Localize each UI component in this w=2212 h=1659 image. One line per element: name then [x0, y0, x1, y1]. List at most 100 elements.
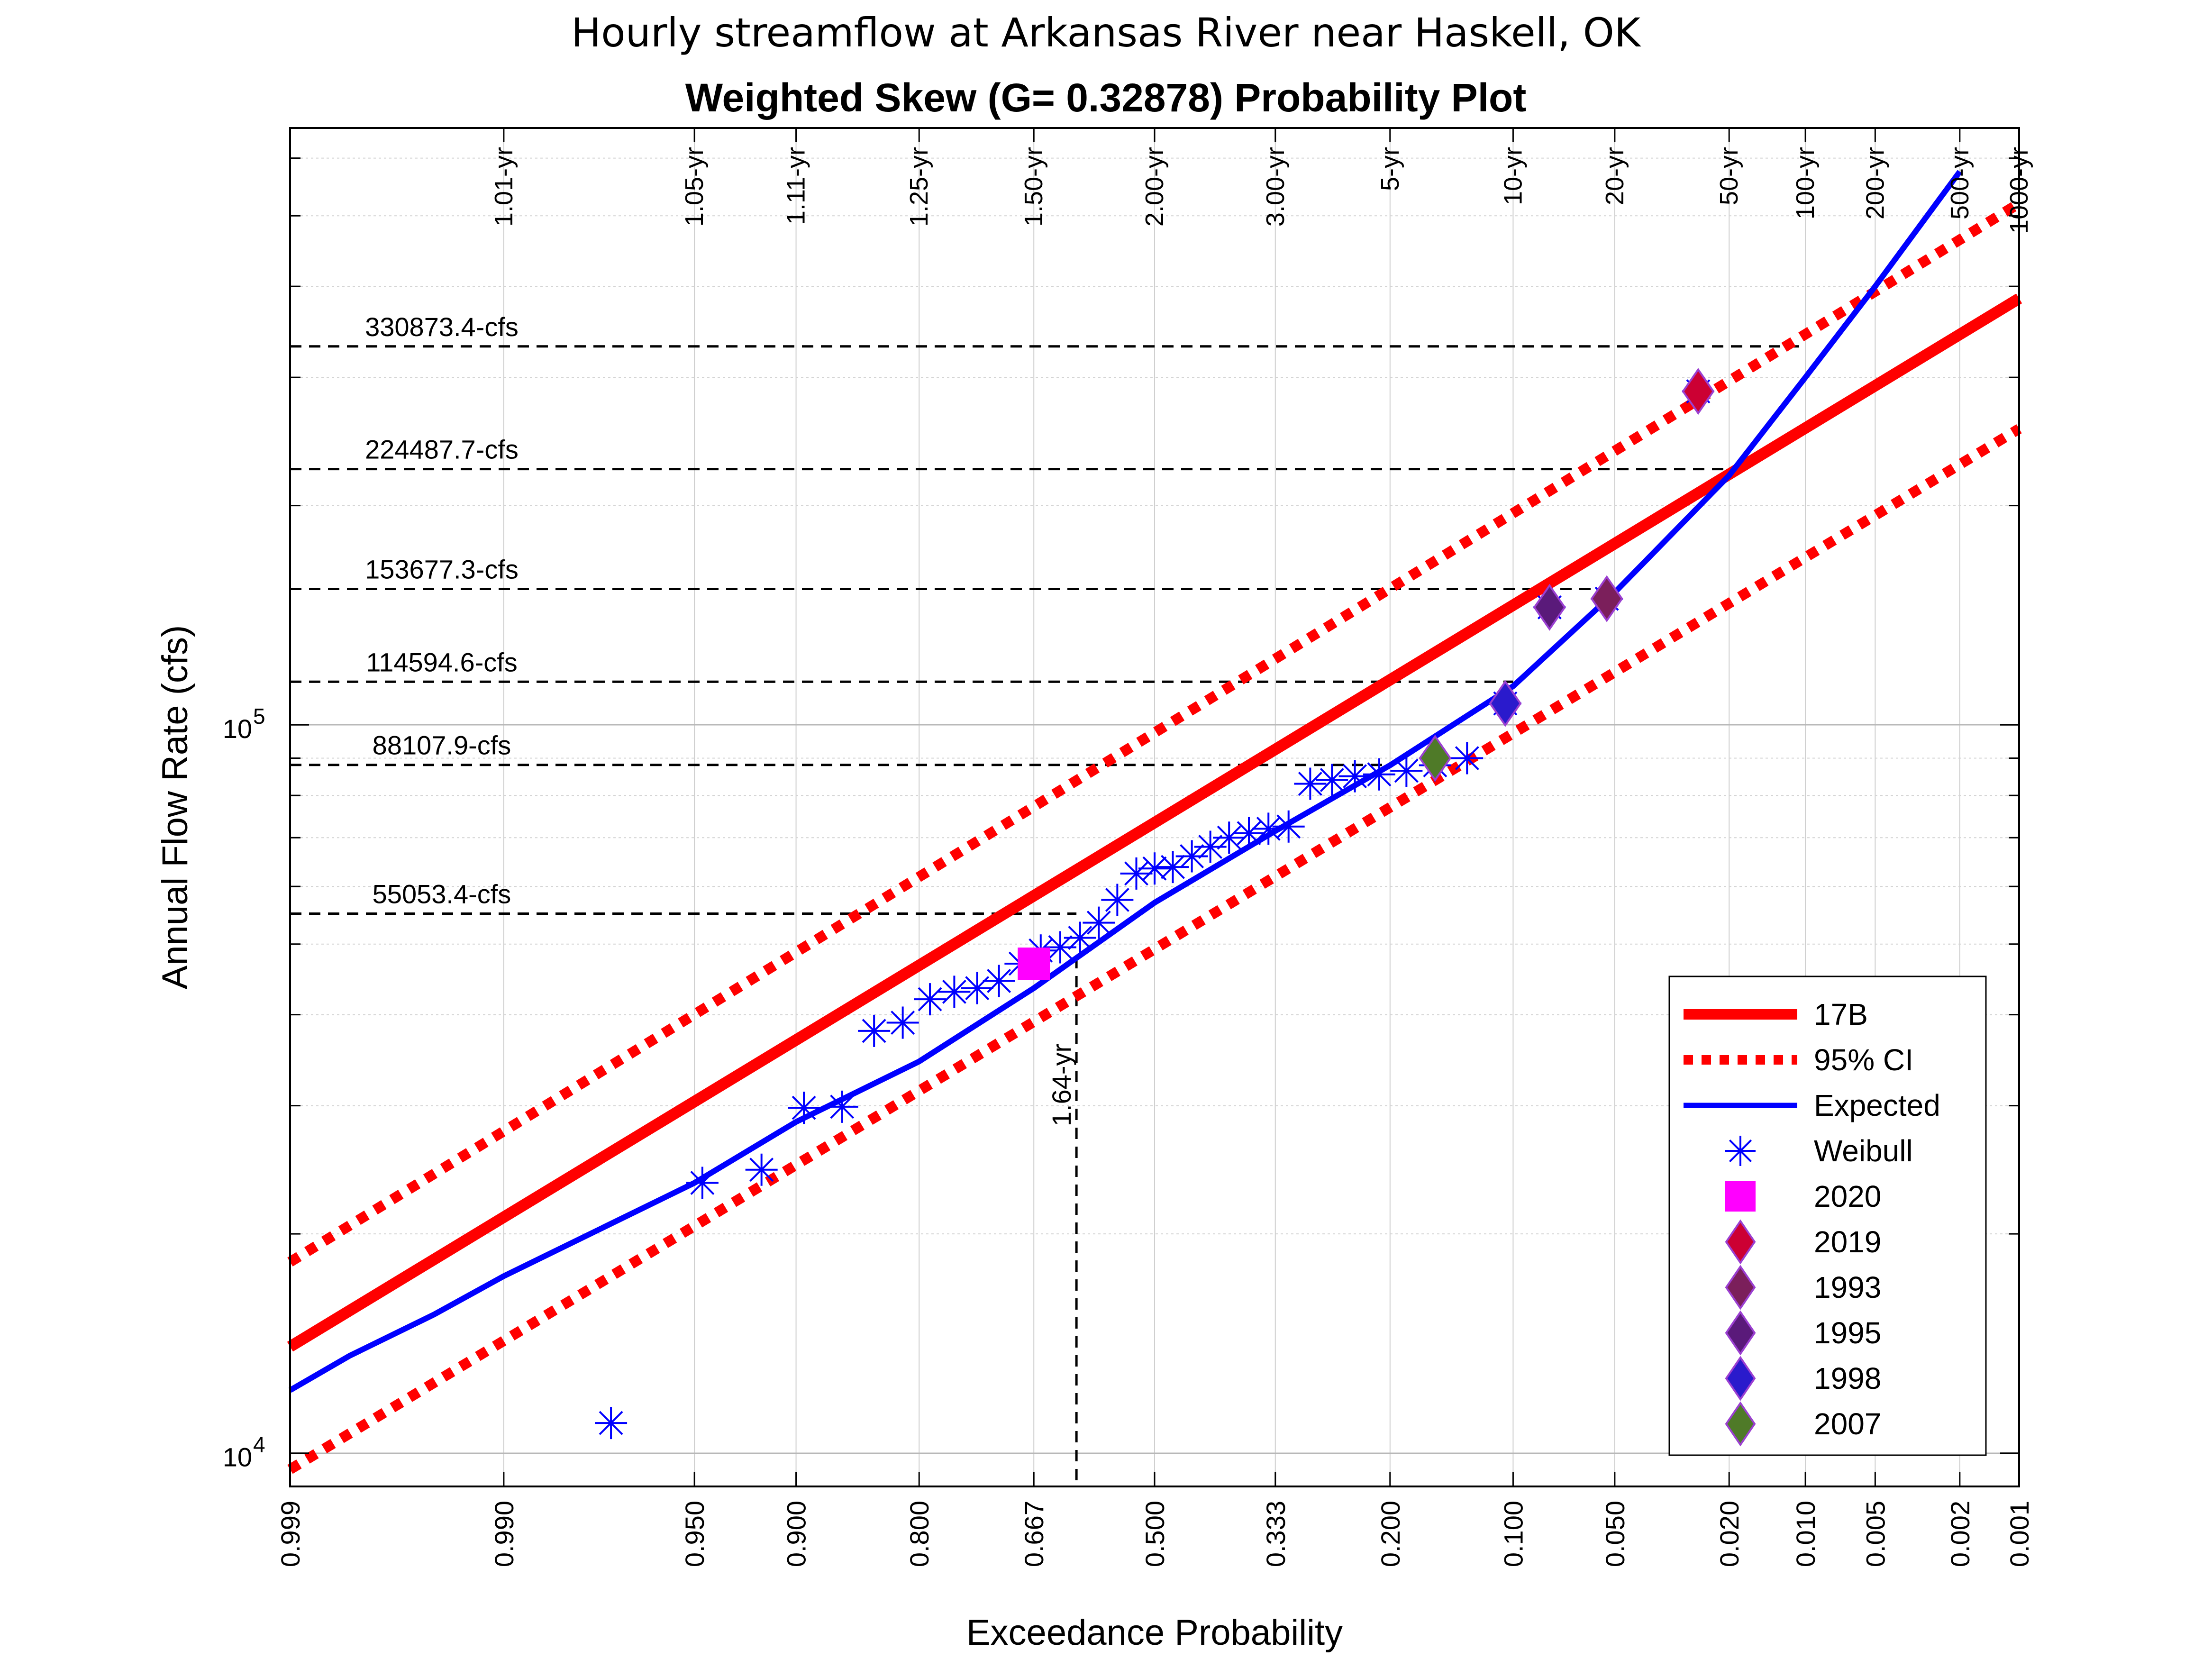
legend: 17B 95% CI Expected Weibull 2020 2019 1993 1995… — [1668, 975, 1987, 1456]
reference-line-label: 330873.4-cfs — [365, 312, 519, 342]
axis-ticks — [289, 128, 2020, 1487]
weibull-point — [1451, 742, 1484, 775]
weibull-stroke — [1343, 764, 1367, 789]
weibull-stroke — [1298, 772, 1322, 796]
weibull-point — [595, 1407, 628, 1440]
return-period-label: 1.01-yr — [490, 147, 518, 227]
weibull-point — [1363, 758, 1395, 791]
return-period-label: 50-yr — [1715, 147, 1743, 205]
legend-swatch-2019 — [1725, 1219, 1756, 1265]
weibull-point — [1272, 810, 1305, 843]
legend-swatch-1995 — [1725, 1310, 1756, 1356]
weibull-stroke — [1198, 835, 1223, 859]
weibull-point — [745, 1153, 778, 1186]
legend-label: 2020 — [1814, 1179, 1881, 1213]
data-series — [287, 170, 2022, 1474]
y-axis-label: Annual Flow Rate (cfs) — [155, 625, 195, 990]
x-tick-labels: 0.999 0.990 0.950 0.900 0.800 0.667 0.500 0.333… — [275, 1501, 2034, 1567]
legend-label: 1998 — [1814, 1361, 1881, 1395]
return-period-label: 3.00-yr — [1261, 147, 1290, 227]
reference-line-label: 55053.4-cfs — [373, 879, 511, 909]
x-tick-label: 0.900 — [782, 1501, 811, 1567]
series-expected-line — [288, 170, 1962, 1393]
x-tick-label: 0.010 — [1791, 1501, 1821, 1567]
legend-swatch-1993 — [1725, 1265, 1756, 1310]
legend-label: 17B — [1814, 997, 1868, 1031]
weibull-stroke — [1455, 746, 1479, 770]
x-tick-label: 0.667 — [1019, 1501, 1049, 1567]
legend-label: 95% CI — [1814, 1043, 1913, 1077]
weibull-point — [686, 1167, 719, 1199]
return-period-label: 200-yr — [1861, 147, 1889, 219]
legend-label: 1995 — [1814, 1316, 1881, 1350]
weibull-stroke — [1161, 855, 1185, 879]
weibull-point — [1294, 767, 1327, 800]
weibull-point — [983, 965, 1015, 997]
return-period-label: 500-yr — [1946, 147, 1974, 219]
return-period-labels: 1.01-yr 1.05-yr 1.11-yr 1.25-yr 1.50-yr 2.00-… — [490, 147, 2033, 234]
weibull-stroke — [1142, 856, 1167, 881]
vertical-marker-label: 1.64-yr — [1047, 1044, 1076, 1126]
legend-label: 2007 — [1814, 1407, 1881, 1441]
x-tick-label: 0.050 — [1600, 1501, 1630, 1567]
return-period-label: 1.05-yr — [680, 147, 709, 227]
x-tick-label: 0.200 — [1375, 1501, 1405, 1567]
legend-label: Weibull — [1814, 1134, 1913, 1168]
marker-1998 — [1489, 680, 1522, 727]
weibull-point — [1213, 821, 1246, 854]
marker-1995 — [1533, 583, 1566, 631]
data-markers — [595, 368, 1715, 1440]
return-period-label: 1.11-yr — [782, 147, 810, 225]
weibull-point — [1316, 764, 1348, 796]
weibull-point — [1390, 754, 1423, 787]
series-ci-line — [287, 424, 2022, 1474]
weibull-stroke — [749, 1158, 774, 1182]
weibull-point — [1338, 760, 1371, 793]
weibull-point — [938, 975, 971, 1008]
weibull-point — [858, 1014, 891, 1047]
x-tick-label: 0.005 — [1860, 1501, 1890, 1567]
weibull-stroke — [1320, 768, 1344, 793]
marker-1993 — [1590, 575, 1623, 622]
weibull-point — [788, 1092, 820, 1124]
weibull-point — [1044, 931, 1076, 964]
weibull-stroke — [987, 969, 1011, 993]
weibull-stroke — [792, 1095, 816, 1120]
marker-2007 — [1419, 735, 1452, 782]
legend-swatch-2007 — [1725, 1401, 1756, 1447]
x-tick-label: 0.999 — [275, 1501, 305, 1567]
reference-lines: 330873.4-cfs 224487.7-cfs 153677.3-cfs 1145… — [290, 312, 1806, 1486]
legend-label: 2019 — [1814, 1225, 1881, 1259]
return-period-label: 5-yr — [1376, 147, 1404, 191]
return-period-label: 1.25-yr — [905, 147, 933, 227]
weibull-stroke — [1367, 762, 1392, 787]
reference-line-label: 114594.6-cfs — [366, 647, 518, 677]
weibull-point — [961, 972, 993, 1004]
weibull-point — [826, 1090, 858, 1123]
return-period-label: 1.50-yr — [1020, 147, 1048, 227]
x-tick-label: 0.800 — [904, 1501, 934, 1567]
weibull-stroke — [1086, 911, 1111, 935]
weibull-point — [1725, 1136, 1756, 1166]
x-tick-label: 0.020 — [1714, 1501, 1744, 1567]
weibull-point — [1175, 840, 1208, 873]
weibull-stroke — [1276, 814, 1301, 839]
weibull-point — [1083, 906, 1115, 939]
weibull-point — [1156, 851, 1189, 884]
weibull-point — [1138, 852, 1171, 885]
legend-label: Expected — [1814, 1088, 1940, 1122]
legend-label: 1993 — [1814, 1270, 1881, 1304]
weibull-point — [1233, 817, 1265, 849]
weibull-stroke — [942, 979, 966, 1004]
weibull-stroke — [1180, 844, 1204, 868]
legend-swatch-2020 — [1725, 1181, 1756, 1212]
return-period-label: 100-yr — [1791, 147, 1820, 219]
y-tick-exponent: 5 — [253, 704, 265, 729]
weibull-stroke — [1237, 821, 1261, 846]
return-period-label: 20-yr — [1601, 147, 1629, 205]
legend-swatch-1998 — [1725, 1356, 1756, 1401]
reference-line-label: 224487.7-cfs — [365, 435, 519, 465]
weibull-stroke — [1256, 816, 1281, 841]
